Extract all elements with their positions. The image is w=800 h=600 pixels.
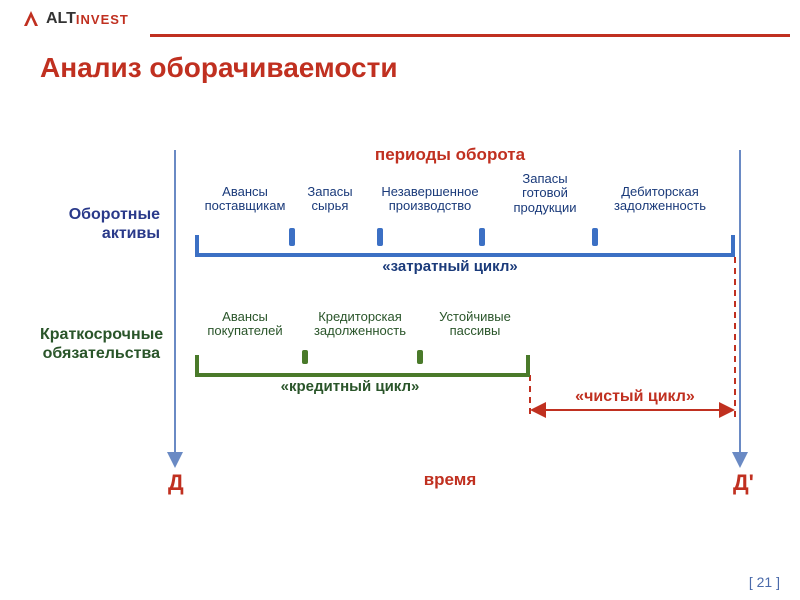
page-number: [ 21 ]: [749, 574, 780, 590]
diagram-svg: [40, 130, 760, 480]
liab-stage-label: Устойчивые пассивы: [420, 310, 530, 339]
liabs-cycle-label: «кредитный цикл»: [240, 378, 460, 395]
asset-stage-label: Дебиторская задолженность: [605, 185, 715, 214]
logo-text-1: ALT: [46, 10, 76, 28]
logo-row: ALT INVEST: [0, 0, 800, 34]
net-cycle-label: «чистый цикл»: [530, 388, 740, 406]
time-label: время: [340, 470, 560, 490]
d-right-label: Д': [733, 470, 754, 496]
d-left-label: Д: [168, 470, 184, 496]
asset-stage-label: Запасы сырья: [275, 185, 385, 214]
asset-tick: [289, 228, 295, 246]
periods-label: периоды оборота: [340, 145, 560, 165]
asset-stage-label: Запасы готовой продукции: [490, 172, 600, 215]
asset-tick: [479, 228, 485, 246]
liabs-side-label: Краткосрочные обязательства: [40, 325, 160, 363]
asset-stage-label: Незавершенное производство: [375, 185, 485, 214]
logo-text-2: INVEST: [76, 12, 129, 27]
liabs-bracket: [195, 355, 530, 377]
asset-tick: [377, 228, 383, 246]
turnover-diagram: периоды оборота Оборотные активы Краткос…: [40, 130, 760, 540]
logo-icon: [20, 8, 42, 30]
assets-side-label: Оборотные активы: [40, 205, 160, 243]
liab-stage-label: Авансы покупателей: [190, 310, 300, 339]
liab-stage-label: Кредиторская задолженность: [305, 310, 415, 339]
assets-cycle-label: «затратный цикл»: [340, 258, 560, 275]
liab-tick: [417, 350, 423, 364]
asset-tick: [592, 228, 598, 246]
page-title: Анализ оборачиваемости: [0, 37, 800, 94]
assets-bracket: [195, 235, 735, 257]
liab-tick: [302, 350, 308, 364]
